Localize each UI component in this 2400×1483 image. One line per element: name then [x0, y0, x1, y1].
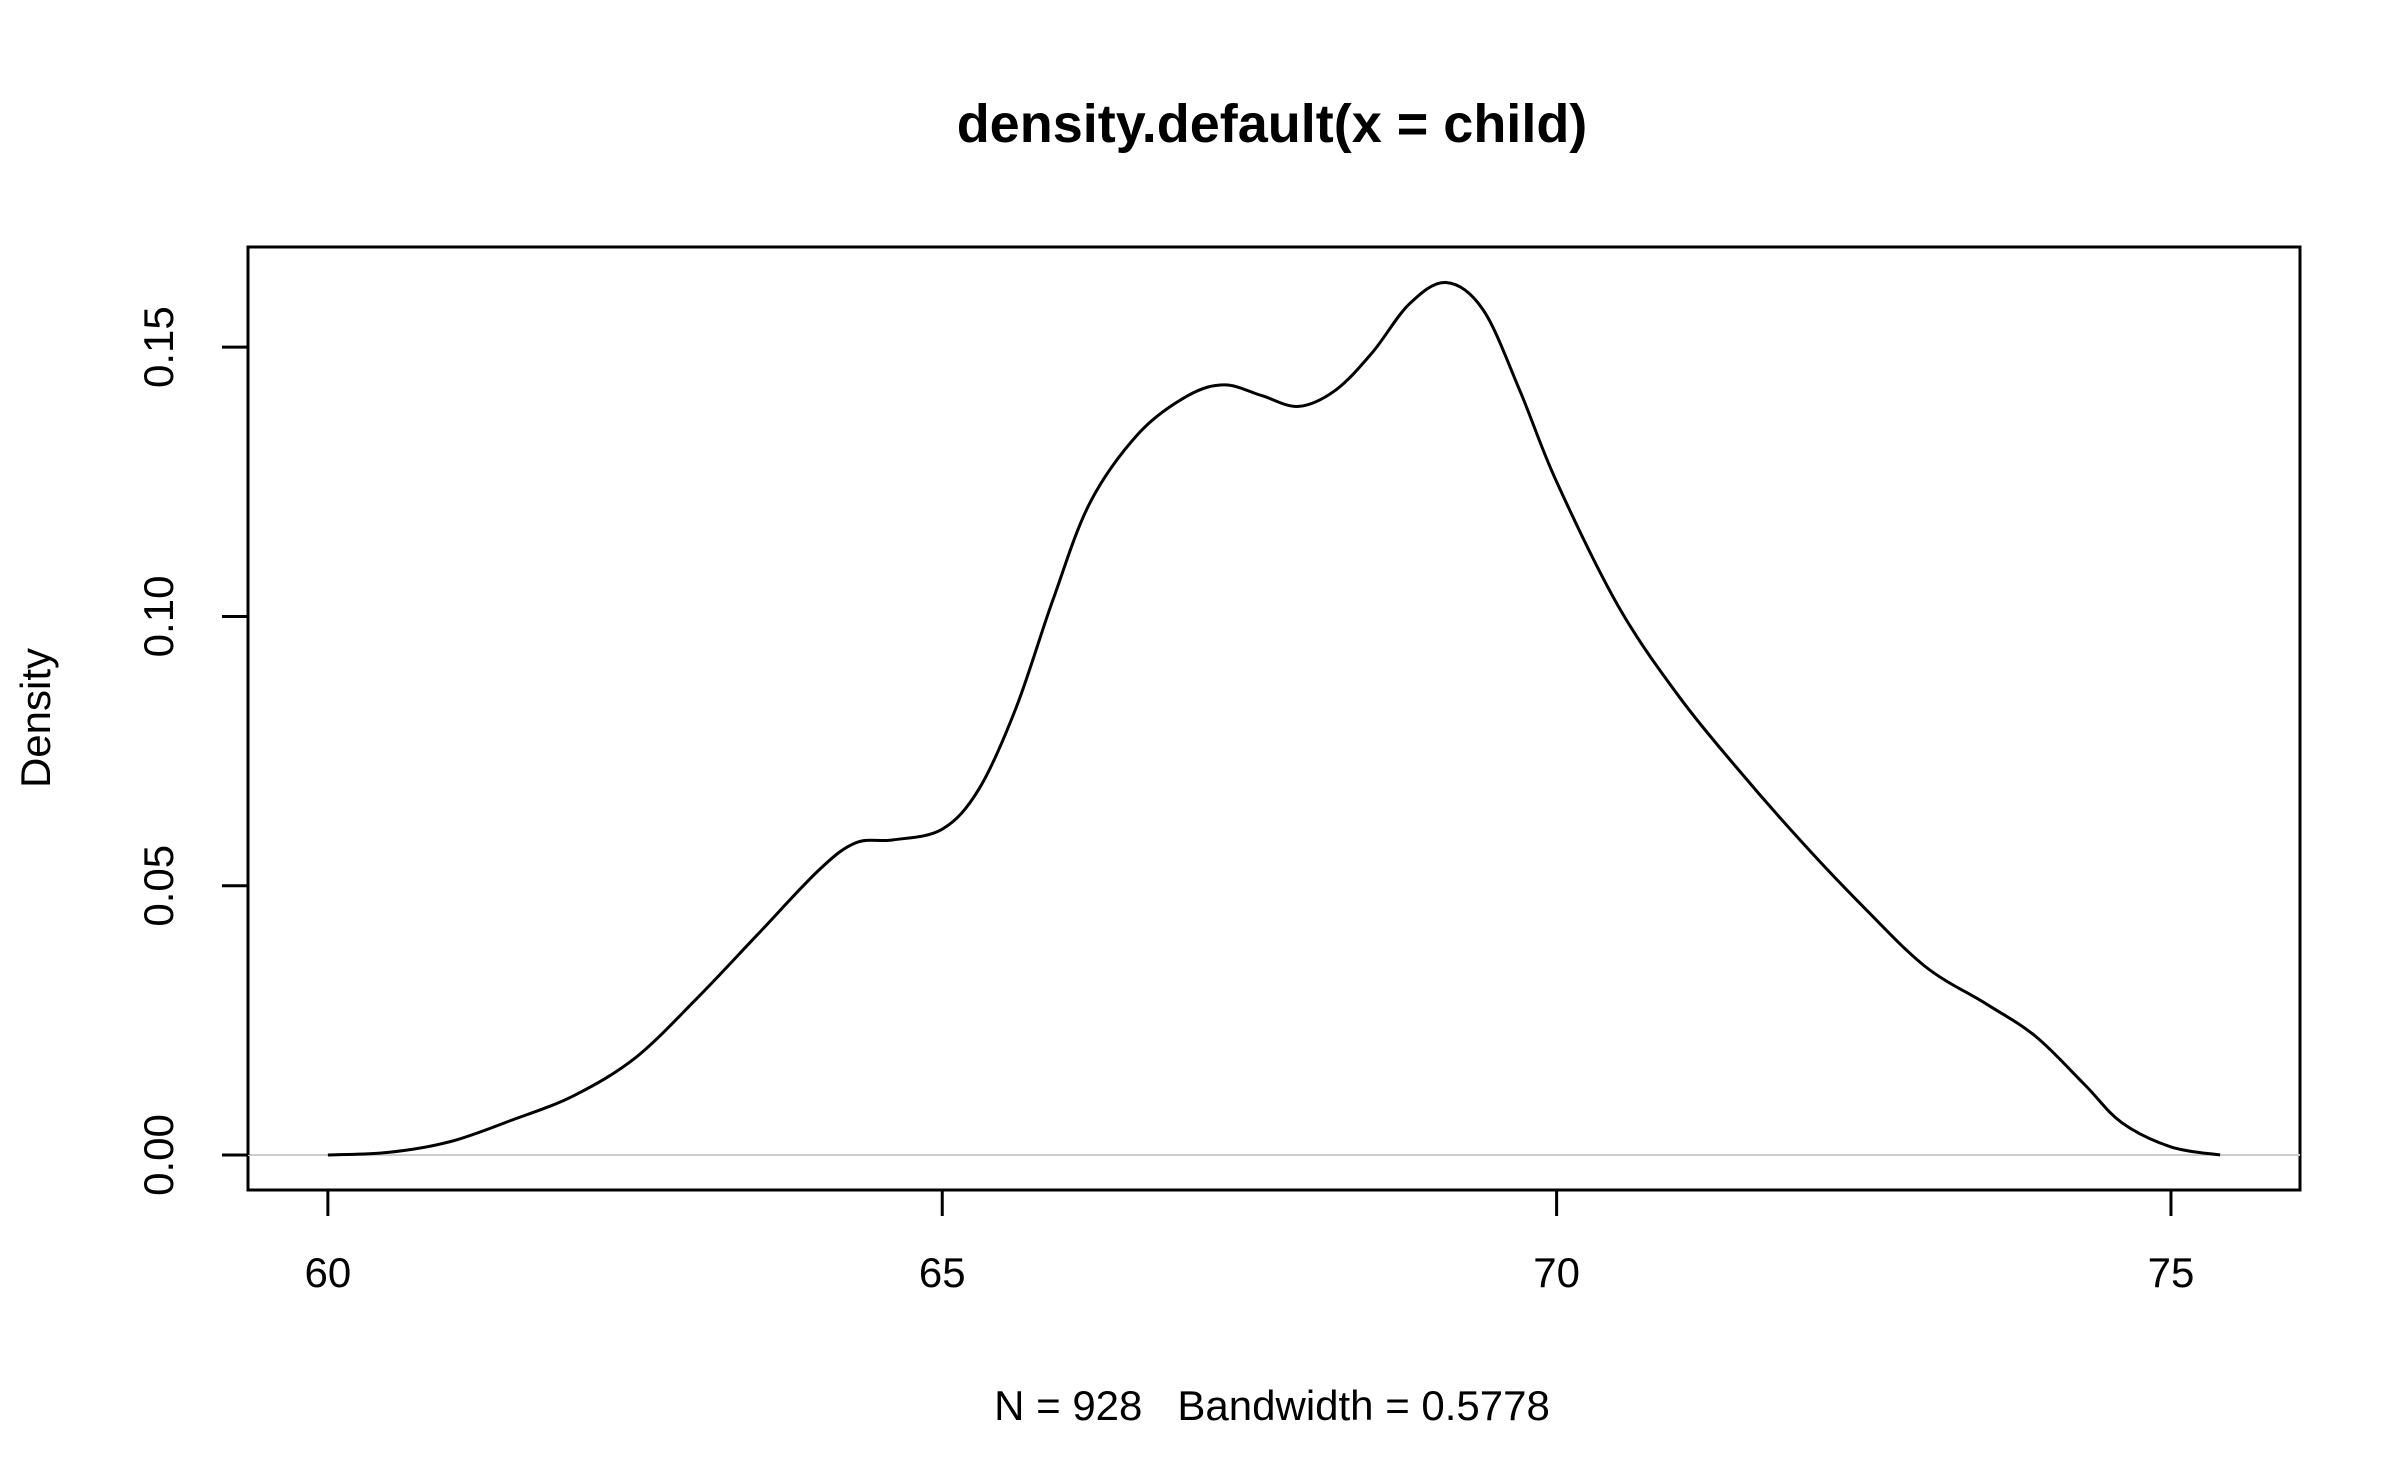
- y-tick-label: 0.05: [135, 845, 182, 927]
- x-tick-label: 70: [1533, 1249, 1580, 1296]
- x-axis-label: N = 928 Bandwidth = 0.5778: [994, 1382, 1550, 1429]
- chart-title: density.default(x = child): [957, 94, 1588, 154]
- plot-frame: [246, 245, 2302, 1192]
- y-tick-label: 0.15: [135, 306, 182, 388]
- y-axis: 0.00 0.05 0.10 0.15: [135, 306, 250, 1196]
- x-tick-label: 75: [2148, 1249, 2195, 1296]
- density-curve: [327, 280, 2221, 1157]
- x-tick-label: 60: [305, 1249, 352, 1296]
- x-tick-label: 65: [919, 1249, 966, 1296]
- y-tick-label: 0.00: [135, 1114, 182, 1196]
- y-axis-label: Density: [12, 648, 59, 788]
- y-tick-label: 0.10: [135, 576, 182, 658]
- x-axis: 60 65 70 75: [305, 1188, 2195, 1296]
